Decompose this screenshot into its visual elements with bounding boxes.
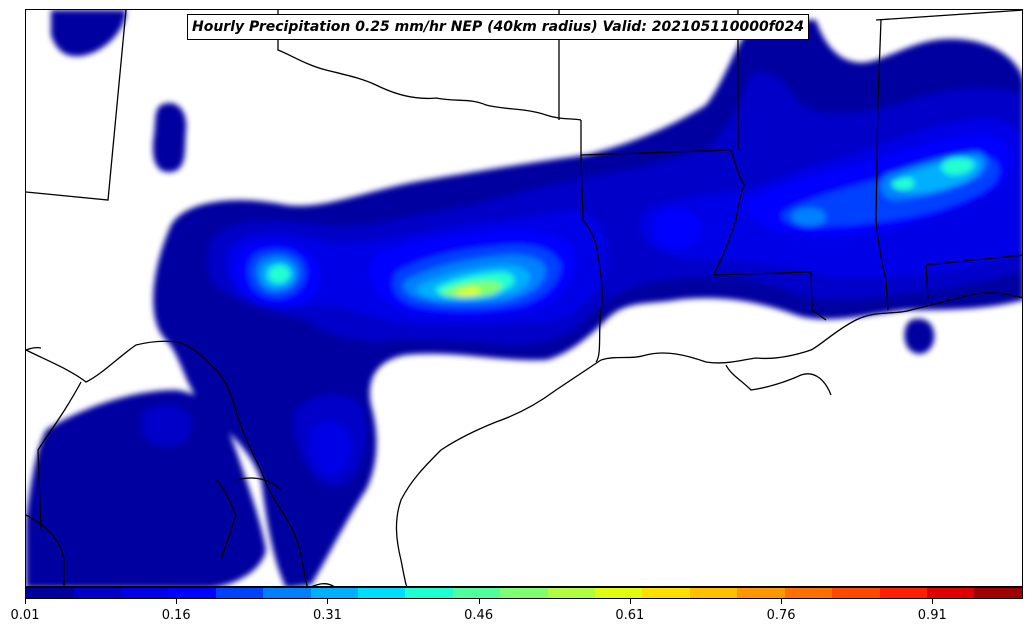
colorbar-segment: [310, 588, 358, 598]
colorbar-segment: [547, 588, 596, 598]
colorbar-tick-mark: [629, 599, 631, 604]
colorbar-segment: [879, 588, 928, 598]
map-title: Hourly Precipitation 0.25 mm/hr NEP (40k…: [187, 14, 810, 40]
colorbar-segment: [500, 588, 548, 598]
colorbar-tick-label: 0.46: [464, 608, 494, 623]
colorbar-segment: [642, 588, 690, 598]
colorbar-segment: [357, 588, 406, 598]
colorbar-tick-mark: [932, 599, 934, 604]
colorbar-segment: [832, 588, 880, 598]
colorbar-tick-mark: [478, 599, 480, 604]
colorbar-segment: [168, 588, 216, 598]
colorbar-segment: [26, 588, 74, 598]
map-panel: [25, 9, 1023, 587]
colorbar-segment: [737, 588, 785, 598]
colorbar-segment: [405, 588, 453, 598]
colorbar-segment: [215, 588, 264, 598]
colorbar-segment: [974, 588, 1022, 598]
colorbar-tick-label: 0.91: [917, 608, 947, 623]
colorbar-tick-mark: [327, 599, 329, 604]
colorbar-segment: [927, 588, 975, 598]
colorbar-tick-label: 0.61: [615, 608, 645, 623]
colorbar-ticks: 0.01 0.16 0.31 0.46 0.61 0.76 0.91: [11, 599, 1023, 629]
colorbar: [25, 587, 1023, 599]
colorbar-segment: [784, 588, 833, 598]
colorbar-segment: [595, 588, 643, 598]
colorbar-segment: [452, 588, 501, 598]
colorbar-tick-label: 0.76: [766, 608, 796, 623]
colorbar-tick-label: 0.31: [312, 608, 342, 623]
colorbar-tick-label: 0.16: [161, 608, 191, 623]
colorbar-segment: [73, 588, 121, 598]
colorbar-tick-label: 0.01: [10, 608, 40, 623]
map-boundaries: [26, 10, 1022, 586]
colorbar-segment: [263, 588, 311, 598]
precipitation-map: [26, 10, 1022, 586]
precipitation-fields: [26, 10, 1022, 586]
colorbar-tick-mark: [781, 599, 783, 604]
colorbar-segment: [120, 588, 169, 598]
colorbar-segment: [689, 588, 738, 598]
colorbar-tick-mark: [176, 599, 178, 604]
colorbar-tick-mark: [25, 599, 26, 604]
